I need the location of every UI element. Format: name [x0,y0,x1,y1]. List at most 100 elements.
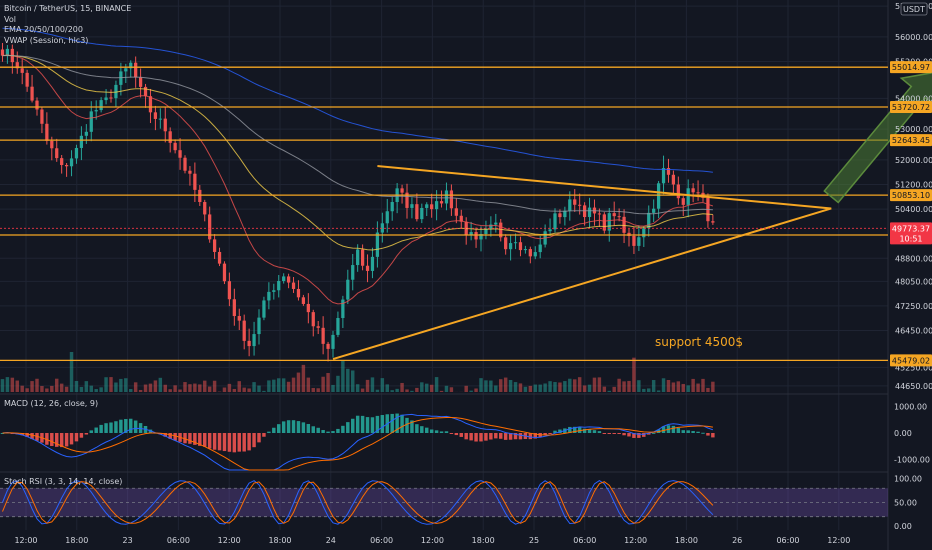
candle-body [252,334,256,347]
volume-label[interactable]: Vol [4,14,16,24]
price-axis-label: 44650.00 [895,382,932,391]
volume-bar [642,388,646,392]
macd-histogram-bar [528,433,533,440]
candle-body [25,72,29,87]
volume-bar [5,377,10,392]
macd-histogram-bar [454,433,459,436]
macd-axis-label: 0.00 [894,429,912,438]
candle-body [262,300,266,318]
macd-histogram-bar [336,428,340,433]
macd-histogram-bar [35,433,39,441]
volume-bar [301,364,306,392]
volume-bar [355,384,360,392]
macd-histogram-bar [553,430,557,433]
candle-body [523,249,528,251]
macd-histogram-bar [64,433,69,447]
candle-body [336,318,340,335]
macd-histogram-bar [193,433,197,445]
candle-body [444,190,449,204]
volume-bar [25,388,29,392]
macd-histogram-bar [286,420,291,433]
candle-body [573,199,577,205]
candle-body [222,263,227,282]
candle-body [494,222,498,225]
candle-body [622,216,626,233]
candle-body [74,147,79,159]
volume-bar [474,388,478,392]
volume-bar [247,388,251,392]
volume-bar [533,384,537,392]
macd-histogram-bar [469,433,473,441]
candle-body [360,249,365,266]
candle-body [45,123,49,141]
symbol-title[interactable]: Bitcoin / TetherUS, 15, BINANCE [4,4,132,13]
volume-bar [15,380,19,392]
time-axis-label: 24 [326,536,336,545]
candle-body [548,229,552,232]
macd-histogram-bar [262,433,266,437]
volume-bar [45,388,49,392]
volume-bar [711,381,715,392]
macd-histogram-bar [360,415,365,433]
volume-bar [242,387,246,392]
candle-body [321,327,325,344]
volume-bar [706,387,710,392]
volume-bar [252,382,256,392]
volume-bar [153,380,158,392]
volume-bar [133,382,138,392]
stoch-rsi-label[interactable]: Stoch RSI (3, 3, 14, 14, close) [4,477,123,486]
volume-bar [439,390,444,392]
macd-histogram-bar [114,421,118,433]
volume-bar [573,379,577,392]
volume-bar [138,389,143,392]
time-axis-label: 12:00 [421,536,444,545]
volume-bar [316,388,320,392]
volume-bar [94,389,98,392]
macd-histogram-bar [133,420,138,433]
candle-body [686,188,690,205]
volume-bar [119,378,123,392]
candle-body [89,111,93,132]
volume-bar [114,382,118,392]
volume-bar [661,378,666,392]
candle-body [676,184,680,199]
volume-bar [296,372,301,392]
candle-body [504,237,508,250]
macd-histogram-bar [168,433,172,439]
volume-bar [701,378,705,392]
currency-badge [900,2,928,16]
candle-body [632,235,636,246]
candle-body [652,208,656,213]
macd-histogram-bar [686,430,690,433]
volume-bar [291,377,296,392]
candle-body [410,204,414,208]
macd-histogram-bar [661,426,666,433]
macd-histogram-bar [484,433,488,441]
candle-body [563,210,567,218]
candle-body [60,158,64,166]
macd-histogram-bar [543,433,547,435]
macd-histogram-bar [676,427,681,433]
volume-bar [212,380,217,392]
volume-bar [237,381,241,392]
volume-bar [109,377,113,392]
volume-bar [666,379,671,392]
macd-histogram-bar [89,430,93,433]
candle-body [331,334,335,349]
vwap-label[interactable]: VWAP (Session, hlc3) [4,35,89,45]
candle-body [528,249,532,257]
volume-bar [410,390,414,392]
candle-body [99,100,103,111]
macd-histogram-bar [425,427,429,433]
candle-body [247,340,251,347]
candle-body [351,265,355,280]
ema-label[interactable]: EMA 20/50/100/200 [4,25,83,34]
volume-bar [602,386,607,392]
price-axis-label: 50400.00 [895,205,932,214]
macd-histogram-bar [449,433,454,434]
candle-body [474,232,478,240]
time-axis-label: 23 [123,536,133,545]
level-price-tag-label: 55014.97 [892,63,930,72]
macd-label[interactable]: MACD (12, 26, close, 9) [4,399,99,408]
